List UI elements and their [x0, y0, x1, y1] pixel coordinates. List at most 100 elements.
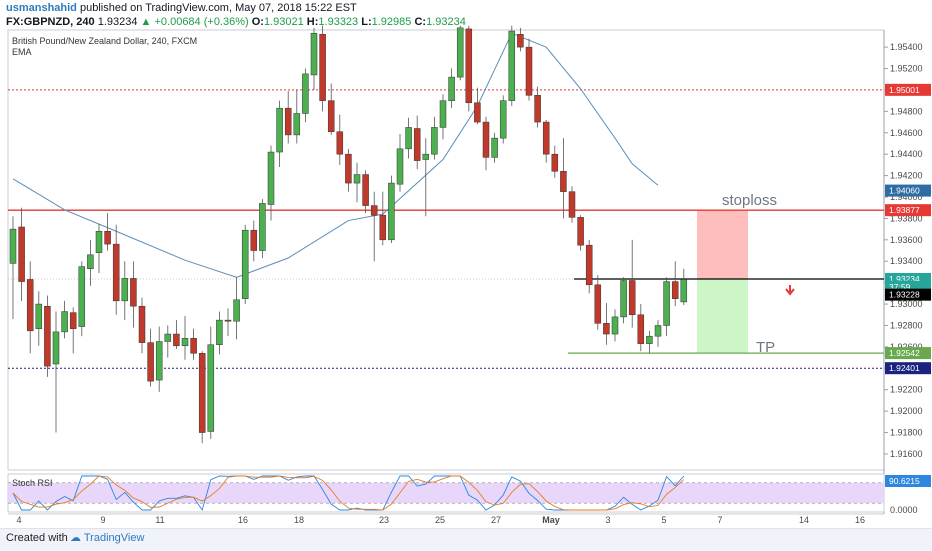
tradingview-logo-icon[interactable]: ☁ TradingView — [70, 532, 145, 544]
candle-body — [310, 32, 318, 76]
author-link[interactable]: usmanshahid — [6, 2, 77, 14]
chart-title: British Pound/New Zealand Dollar, 240, F… — [12, 36, 197, 46]
price-badge[interactable]: 1.94060 — [885, 184, 931, 197]
candle — [198, 351, 206, 444]
chart-canvas[interactable]: stoploss TP 1.954001.952001.950001.948001… — [0, 0, 932, 528]
stoploss-zone — [697, 210, 748, 280]
price-badge-box — [885, 362, 931, 375]
candle — [534, 86, 541, 128]
last-price: 1.93234 — [97, 16, 138, 28]
candle — [112, 224, 120, 315]
price-badge-label: 1.93877 — [889, 205, 920, 215]
time-axis[interactable]: 4 9 11 16 18 23 25 27 May 3 5 7 14 16 — [8, 513, 884, 525]
candle — [155, 326, 163, 392]
candle-body — [465, 28, 473, 104]
candle-body — [439, 100, 447, 128]
candle — [456, 25, 464, 81]
candle-body — [603, 323, 610, 335]
candle — [671, 261, 679, 307]
candle-body — [44, 305, 51, 367]
price-badge[interactable]: 1.92401 — [885, 362, 931, 375]
ema-legend: EMA — [12, 47, 32, 57]
candle-body — [680, 279, 688, 303]
close-label: C: — [414, 16, 427, 28]
candle — [18, 207, 25, 301]
price-badge[interactable]: 1.93228 — [885, 288, 931, 301]
candle-body — [474, 102, 481, 123]
stoch-value-badge: 90.6215 — [885, 475, 931, 487]
stoploss-label: stoploss — [722, 192, 777, 209]
candle — [267, 145, 275, 221]
candle-body — [542, 121, 550, 155]
stoch-value-box — [885, 475, 931, 487]
stoch-value-label: 90.6215 — [889, 476, 920, 486]
candle — [353, 162, 361, 203]
candle — [422, 138, 430, 217]
candle-body — [18, 226, 25, 282]
candle — [345, 148, 352, 192]
candle — [130, 261, 137, 328]
header-line-1: usmanshahid published on TradingView.com… — [6, 2, 357, 14]
candle — [87, 239, 94, 286]
ema-layer — [12, 32, 659, 278]
candle — [379, 191, 387, 246]
candle-body — [594, 284, 602, 324]
candle-body — [551, 153, 559, 172]
candle — [241, 224, 249, 305]
y-tick-label: 1.93400 — [890, 256, 923, 266]
candle-body — [207, 344, 215, 432]
price-axis[interactable]: 1.954001.952001.950001.948001.946001.944… — [884, 42, 931, 459]
candle-body — [585, 244, 593, 286]
footer-bar: Created with ☁ TradingView — [0, 528, 932, 551]
candle — [413, 115, 421, 170]
candle-body — [628, 280, 636, 316]
price-pane-frame — [7, 29, 885, 471]
candle-body — [560, 171, 567, 192]
candle-body — [78, 266, 86, 327]
candle-body — [663, 281, 670, 326]
candle-body — [525, 46, 533, 96]
high-label: H: — [306, 16, 319, 28]
stoch-rsi-pane: Stoch RSI 90.6215 0.0000 — [7, 473, 931, 515]
candle — [448, 68, 455, 109]
price-badge[interactable]: 1.95001 — [885, 83, 931, 96]
annotations-layer: stoploss TP — [722, 192, 795, 356]
y-tick-label: 1.92200 — [890, 385, 923, 395]
candle-body — [534, 95, 541, 123]
x-tick-label: 5 — [661, 515, 666, 525]
candle — [173, 320, 180, 350]
y-tick-label: 1.94800 — [890, 106, 923, 116]
x-tick-label: 23 — [379, 515, 389, 525]
tp-label: TP — [756, 339, 775, 356]
candle — [439, 94, 447, 140]
created-with-text: Created with — [6, 532, 68, 544]
candle-body — [431, 127, 438, 155]
candle — [396, 133, 404, 192]
candle — [585, 239, 593, 294]
candle-body — [250, 229, 258, 251]
candle — [603, 302, 610, 345]
y-tick-label: 1.95400 — [890, 42, 923, 52]
ema-line — [12, 32, 659, 278]
x-tick-label: 4 — [16, 515, 21, 525]
candle-body — [302, 73, 309, 114]
candle-body — [267, 151, 275, 205]
price-badge[interactable]: 1.93877 — [885, 204, 931, 217]
candle — [577, 215, 584, 251]
candle — [147, 328, 154, 387]
publish-info: published on TradingView.com, May 07, 20… — [79, 2, 357, 14]
candle — [95, 223, 103, 274]
candle — [637, 304, 645, 352]
candle — [310, 27, 318, 90]
candle-body — [9, 228, 17, 264]
risk-reward-zones — [697, 210, 748, 354]
candle — [69, 307, 77, 354]
candle-body — [491, 137, 498, 158]
candle-body — [517, 34, 524, 48]
candle-body — [259, 203, 266, 251]
candle-body — [405, 127, 412, 150]
price-badge[interactable]: 1.92542 — [885, 347, 931, 360]
price-badge-label: 1.94060 — [889, 186, 920, 196]
price-badge-label: 1.93228 — [889, 290, 920, 300]
low-value: 1.92985 — [371, 16, 412, 28]
